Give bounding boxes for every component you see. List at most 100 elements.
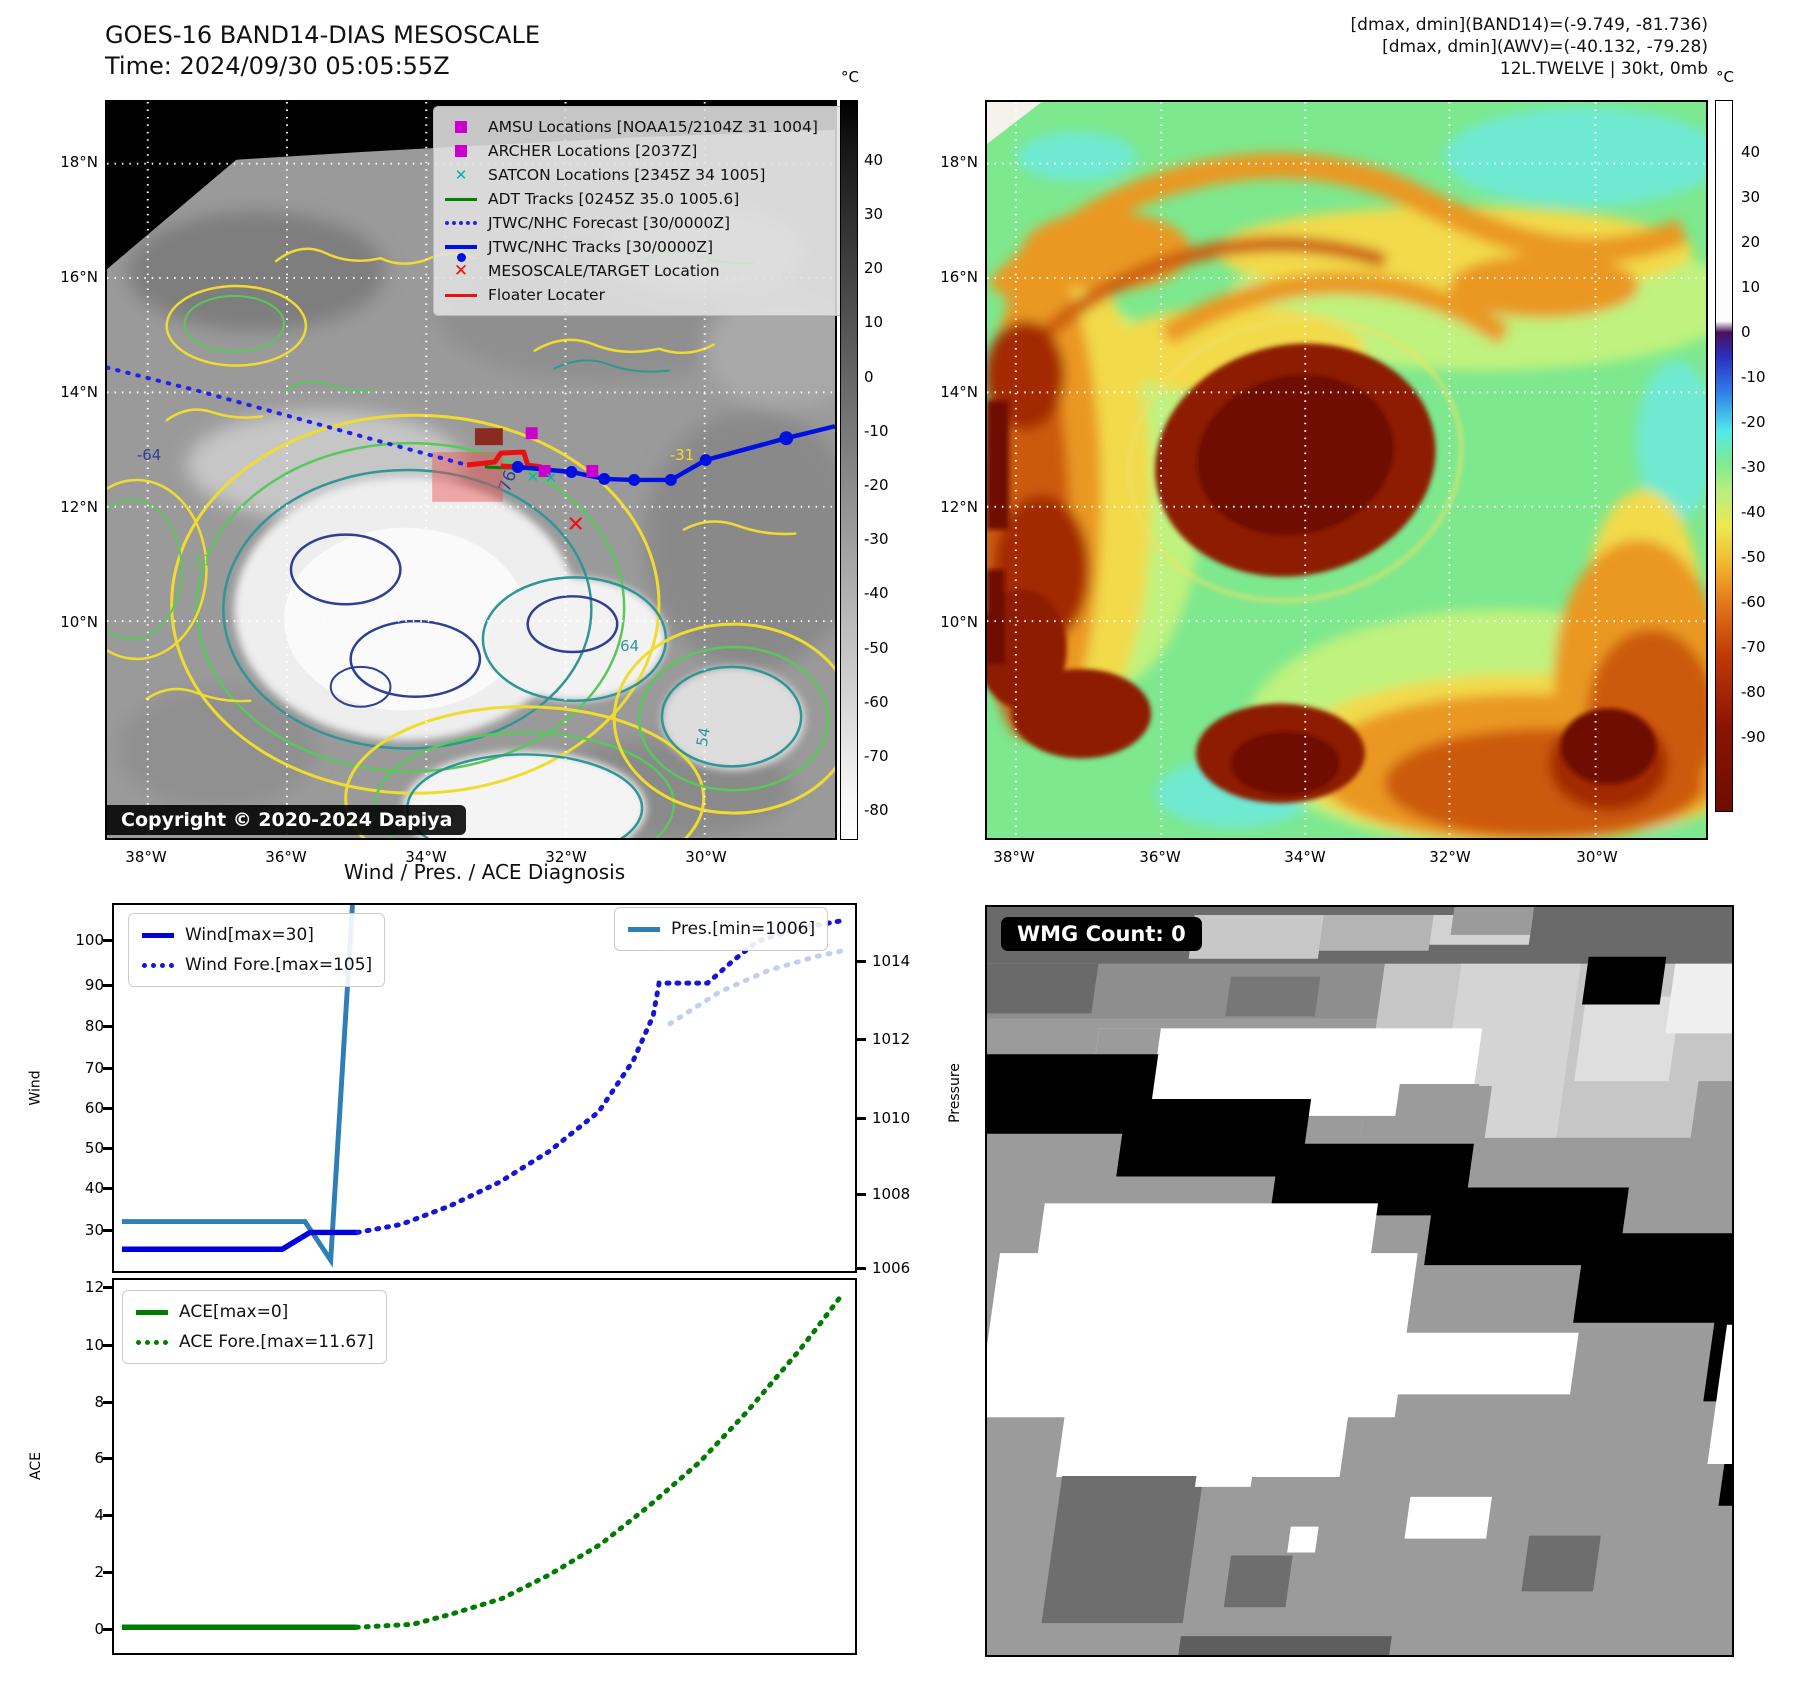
ace-forecast-line (353, 1293, 844, 1630)
wind-ytick: 80 (84, 1017, 104, 1035)
colorbar-unit: °C (841, 68, 859, 86)
wind-ytick: 90 (84, 976, 104, 994)
jtwc-track-points (511, 431, 794, 486)
lon-label: 30°W (685, 848, 727, 866)
lat-label: 16°N (60, 268, 98, 286)
green-line-icon (444, 197, 478, 201)
page-title: GOES-16 BAND14-DIAS MESOSCALE (105, 21, 541, 49)
graticule (987, 102, 1706, 838)
contour-lines (107, 247, 835, 838)
lon-label: 32°W (1429, 848, 1471, 866)
pressure-legend: Pres.[min=1006] (614, 907, 829, 951)
lon-label: 38°W (125, 848, 167, 866)
ace-ytick: 8 (94, 1393, 104, 1411)
colorbar-tick: -70 (1741, 638, 1766, 656)
colorbar-tick: 20 (864, 259, 884, 277)
colorbar-tick: 40 (864, 151, 884, 169)
legend-item-adt: ADT Tracks [0245Z 35.0 1005.6] (444, 187, 836, 211)
wind-ytick: 70 (84, 1059, 104, 1077)
legend-label: ARCHER Locations [2037Z] (488, 142, 698, 160)
lat-label: 16°N (940, 268, 978, 286)
wind-ytick: 50 (84, 1139, 104, 1157)
wind-ytick: 100 (75, 931, 104, 949)
colorbar-tick: -30 (1741, 458, 1766, 476)
steelblue-line-icon (627, 926, 661, 932)
lat-label: 10°N (940, 613, 978, 631)
colorbar-tick: 0 (1741, 323, 1751, 341)
dmax-awv: [dmax, dmin](AWV)=(-40.132, -79.28) (1382, 37, 1708, 57)
awv-map-panel (985, 100, 1708, 840)
ace-plot (121, 1293, 844, 1630)
legend-item-mesoscale: ✕ MESOSCALE/TARGET Location (444, 259, 836, 283)
wmg-pixels (987, 907, 1732, 1655)
awv-colorbar (1715, 100, 1733, 812)
legend-label: Pres.[min=1006] (671, 919, 816, 939)
header-info-block: [dmax, dmin](BAND14)=(-9.749, -81.736) [… (1100, 14, 1708, 80)
green-line-icon (135, 1309, 169, 1315)
legend-label: ADT Tracks [0245Z 35.0 1005.6] (488, 190, 740, 208)
red-line-icon (444, 293, 478, 297)
target-region-box (474, 428, 503, 446)
figure-title-block: GOES-16 BAND14-DIAS MESOSCALE Time: 2024… (105, 20, 540, 82)
magenta-square-icon (444, 145, 478, 157)
contour-label: -64 (137, 446, 161, 464)
pressure-axis-label: Pressure (946, 1063, 963, 1123)
lon-label: 30°W (1576, 848, 1618, 866)
blue-dotted-line-icon (444, 221, 478, 225)
legend-label: ACE[max=0] (179, 1302, 289, 1322)
copyright-watermark: Copyright © 2020-2024 Dapiya (107, 805, 467, 835)
legend-label: JTWC/NHC Tracks [30/0000Z] (488, 238, 714, 256)
wmg-pixel-image (987, 907, 1732, 1655)
timestamp: Time: 2024/09/30 05:05:55Z (105, 52, 450, 80)
dmax-band14: [dmax, dmin](BAND14)=(-9.749, -81.736) (1350, 15, 1708, 35)
wind-line (121, 1229, 358, 1252)
cold-cloud-mass (234, 477, 806, 838)
lon-label: 36°W (265, 848, 307, 866)
colorbar-tick: -60 (1741, 593, 1766, 611)
contour-label: 31 (193, 551, 212, 569)
colorbar-tick: 30 (1741, 188, 1761, 206)
ace-fore-legend-row: ACE Fore.[max=11.67] (135, 1327, 374, 1357)
legend-item-forecast: JTWC/NHC Forecast [30/0000Z] (444, 211, 836, 235)
legend-label: SATCON Locations [2345Z 34 1005] (488, 166, 766, 184)
pressure-line (121, 905, 355, 1268)
awv-cold-cores (987, 317, 1657, 804)
blue-line-icon (141, 932, 175, 938)
blue-line-dot-icon (444, 245, 478, 262)
ace-chart: ACE[max=0] ACE Fore.[max=11.67] (112, 1278, 857, 1655)
colorbar-tick: 0 (864, 368, 874, 386)
pressure-legend-row: Pres.[min=1006] (627, 914, 815, 944)
legend-label: Wind[max=30] (185, 925, 314, 945)
lat-label: 18°N (60, 153, 98, 171)
chart-title: Wind / Pres. / ACE Diagnosis (343, 860, 626, 884)
lat-label: 14°N (940, 383, 978, 401)
legend-label: AMSU Locations [NOAA15/2104Z 31 1004] (488, 118, 818, 136)
lat-label: 14°N (60, 383, 98, 401)
contour-label: 54 (693, 726, 714, 748)
ace-axis-label: ACE (27, 1452, 44, 1480)
lon-label: 34°W (405, 848, 447, 866)
ace-ytick: 10 (84, 1336, 104, 1354)
colorbar-tick: -60 (864, 693, 889, 711)
contour-label: -31 (670, 446, 694, 464)
mesoscale-target-marker: ✕ (566, 513, 584, 538)
lon-label: 38°W (993, 848, 1035, 866)
pressure-ytick: 1014 (872, 952, 911, 970)
colorbar-tick: -20 (864, 476, 889, 494)
magenta-square-icon (444, 121, 478, 133)
band14-colorbar (840, 100, 858, 840)
cyan-x-icon: ✕ (454, 166, 468, 184)
floater-region-highlight (432, 452, 503, 502)
ace-ytick: 12 (84, 1278, 104, 1296)
ace-legend-row: ACE[max=0] (135, 1297, 374, 1327)
amsu-archer-markers (525, 427, 599, 477)
ace-ytick: 2 (94, 1563, 104, 1581)
colorbar-tick: -50 (864, 639, 889, 657)
legend-item-amsu: AMSU Locations [NOAA15/2104Z 31 1004] (444, 115, 836, 139)
legend-item-floater: Floater Locater (444, 283, 836, 307)
legend-label: Floater Locater (488, 286, 605, 304)
legend-label: Wind Fore.[max=105] (185, 955, 373, 975)
wind-axis-label: Wind (27, 1070, 44, 1106)
jtwc-forecast-line (107, 365, 470, 468)
ace-legend: ACE[max=0] ACE Fore.[max=11.67] (122, 1290, 387, 1364)
